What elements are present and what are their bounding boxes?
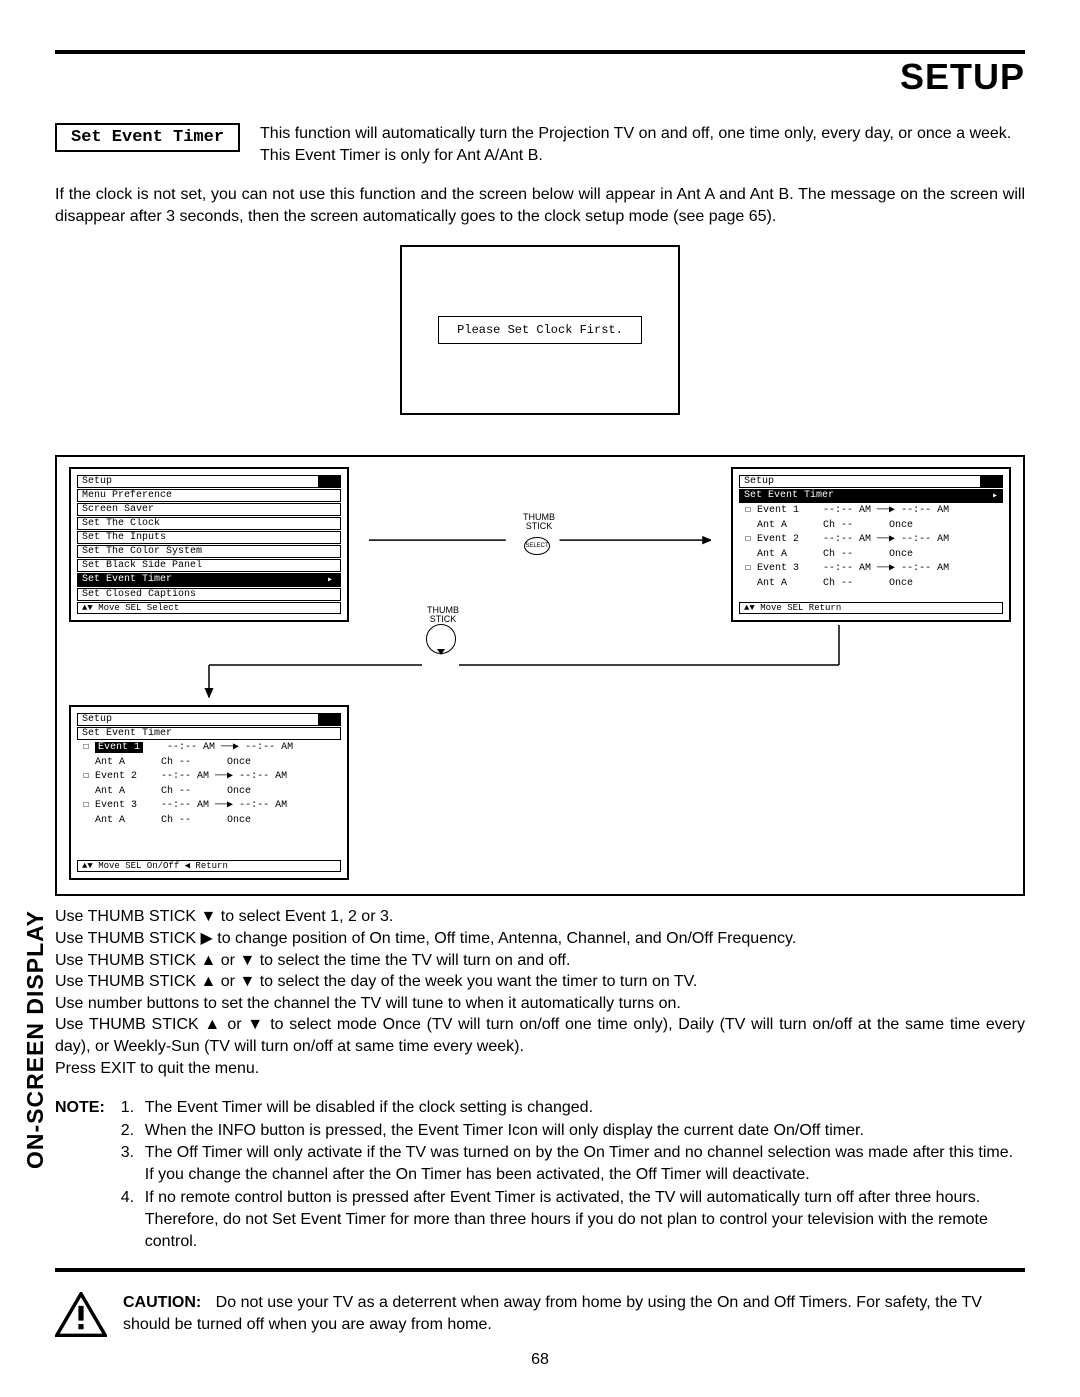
osd-event-row: ☐ Event 3 --:-- AM ──▶ --:-- AM — [77, 799, 341, 814]
menu-flow-diagram: Setup Menu PreferenceScreen SaverSet The… — [55, 455, 1025, 896]
osd-event-row: Ant A Ch -- Once — [77, 785, 341, 800]
osd-event-row: Ant A Ch -- Once — [77, 756, 341, 771]
osd-menu-item: Screen Saver — [77, 503, 341, 516]
section-tab: ON-SCREEN DISPLAY — [22, 910, 49, 1169]
set-event-timer-heading: Set Event Timer — [55, 123, 240, 152]
note-item: 3.The Off Timer will only activate if th… — [121, 1142, 1025, 1187]
note-item: 2.When the INFO button is pressed, the E… — [121, 1120, 1025, 1142]
osd-title: Setup — [740, 476, 980, 487]
clock-warning-paragraph: If the clock is not set, you can not use… — [55, 184, 1025, 227]
osd-event-row: ☐ Event 2 --:-- AM ──▶ --:-- AM — [77, 770, 341, 785]
instruction-line: Use THUMB STICK ▶ to change position of … — [55, 928, 1025, 950]
osd-menu-item: Set Black Side Panel — [77, 559, 341, 572]
osd-menu-item: Set Event Timer▸ — [77, 573, 341, 587]
osd-menu-item: Set Closed Captions — [77, 588, 341, 601]
scroll-indicator — [318, 476, 340, 487]
osd-title: Setup — [78, 476, 318, 487]
osd-event-row: Ant A Ch -- Once — [77, 814, 341, 829]
top-rule — [55, 50, 1025, 54]
note-label: NOTE: — [55, 1097, 105, 1254]
osd-footer: ▲▼ Move SEL On/Off ◀ Return — [77, 860, 341, 872]
scroll-indicator — [318, 714, 340, 725]
note-item: 4.If no remote control button is pressed… — [121, 1187, 1025, 1254]
warning-icon — [55, 1292, 107, 1337]
instruction-line: Use THUMB STICK ▲ or ▼ to select the day… — [55, 971, 1025, 993]
thumb-stick-label: THUMB STICK — [523, 513, 555, 531]
osd-menu-item: Set The Inputs — [77, 531, 341, 544]
osd-menu-item: Menu Preference — [77, 489, 341, 502]
osd-subtitle: Set Event Timer — [740, 490, 988, 502]
osd-event-detail-screen: Setup Set Event Timer ☐ Event 1 --:-- AM… — [69, 705, 349, 880]
osd-setup-menu: Setup Menu PreferenceScreen SaverSet The… — [69, 467, 349, 622]
instruction-line: Use number buttons to set the channel th… — [55, 993, 1025, 1015]
osd-footer: ▲▼ Move SEL Return — [739, 602, 1003, 614]
osd-event-row: Ant A Ch -- Once — [739, 519, 1003, 534]
osd-event-row: ☐ Event 1 --:-- AM ──▶ --:-- AM — [77, 741, 341, 756]
osd-menu-item: Set The Color System — [77, 545, 341, 558]
caution-block: CAUTION: Do not use your TV as a deterre… — [55, 1292, 1025, 1337]
caution-text: Do not use your TV as a deterrent when a… — [123, 1294, 982, 1333]
page-number: 68 — [55, 1351, 1025, 1369]
note-block: NOTE: 1.The Event Timer will be disabled… — [55, 1097, 1025, 1254]
clock-warning-text: Please Set Clock First. — [438, 316, 642, 344]
note-item: 1.The Event Timer will be disabled if th… — [121, 1097, 1025, 1119]
instruction-line: Use THUMB STICK ▲ or ▼ to select mode On… — [55, 1014, 1025, 1057]
arrow-right-icon: ▸ — [988, 490, 1002, 502]
osd-event-row: Ant A Ch -- Once — [739, 548, 1003, 563]
instruction-line: Press EXIT to quit the menu. — [55, 1058, 1025, 1080]
select-icon: SELECT — [524, 537, 550, 555]
osd-event-row: ☐ Event 1 --:-- AM ──▶ --:-- AM — [739, 504, 1003, 519]
clock-warning-screen: Please Set Clock First. — [400, 245, 680, 415]
osd-event-row: ☐ Event 2 --:-- AM ──▶ --:-- AM — [739, 533, 1003, 548]
page-title: SETUP — [55, 56, 1025, 98]
osd-event-row: Ant A Ch -- Once — [739, 577, 1003, 592]
caution-label: CAUTION: — [123, 1294, 201, 1311]
osd-subtitle: Set Event Timer — [82, 728, 336, 739]
scroll-indicator — [980, 476, 1002, 487]
bottom-rule — [55, 1268, 1025, 1272]
instructions-block: Use THUMB STICK ▼ to select Event 1, 2 o… — [55, 906, 1025, 1079]
instruction-line: Use THUMB STICK ▲ or ▼ to select the tim… — [55, 950, 1025, 972]
osd-title: Setup — [78, 714, 318, 725]
osd-menu-item: Set The Clock — [77, 517, 341, 530]
thumb-stick-label: THUMB STICK — [427, 606, 459, 624]
osd-event-row: ☐ Event 3 --:-- AM ──▶ --:-- AM — [739, 562, 1003, 577]
osd-event-list-screen: Setup Set Event Timer ▸ ☐ Event 1 --:-- … — [731, 467, 1011, 622]
instruction-line: Use THUMB STICK ▼ to select Event 1, 2 o… — [55, 906, 1025, 928]
feature-description: This function will automatically turn th… — [260, 123, 1025, 166]
osd-footer: ▲▼ Move SEL Select — [77, 602, 341, 614]
